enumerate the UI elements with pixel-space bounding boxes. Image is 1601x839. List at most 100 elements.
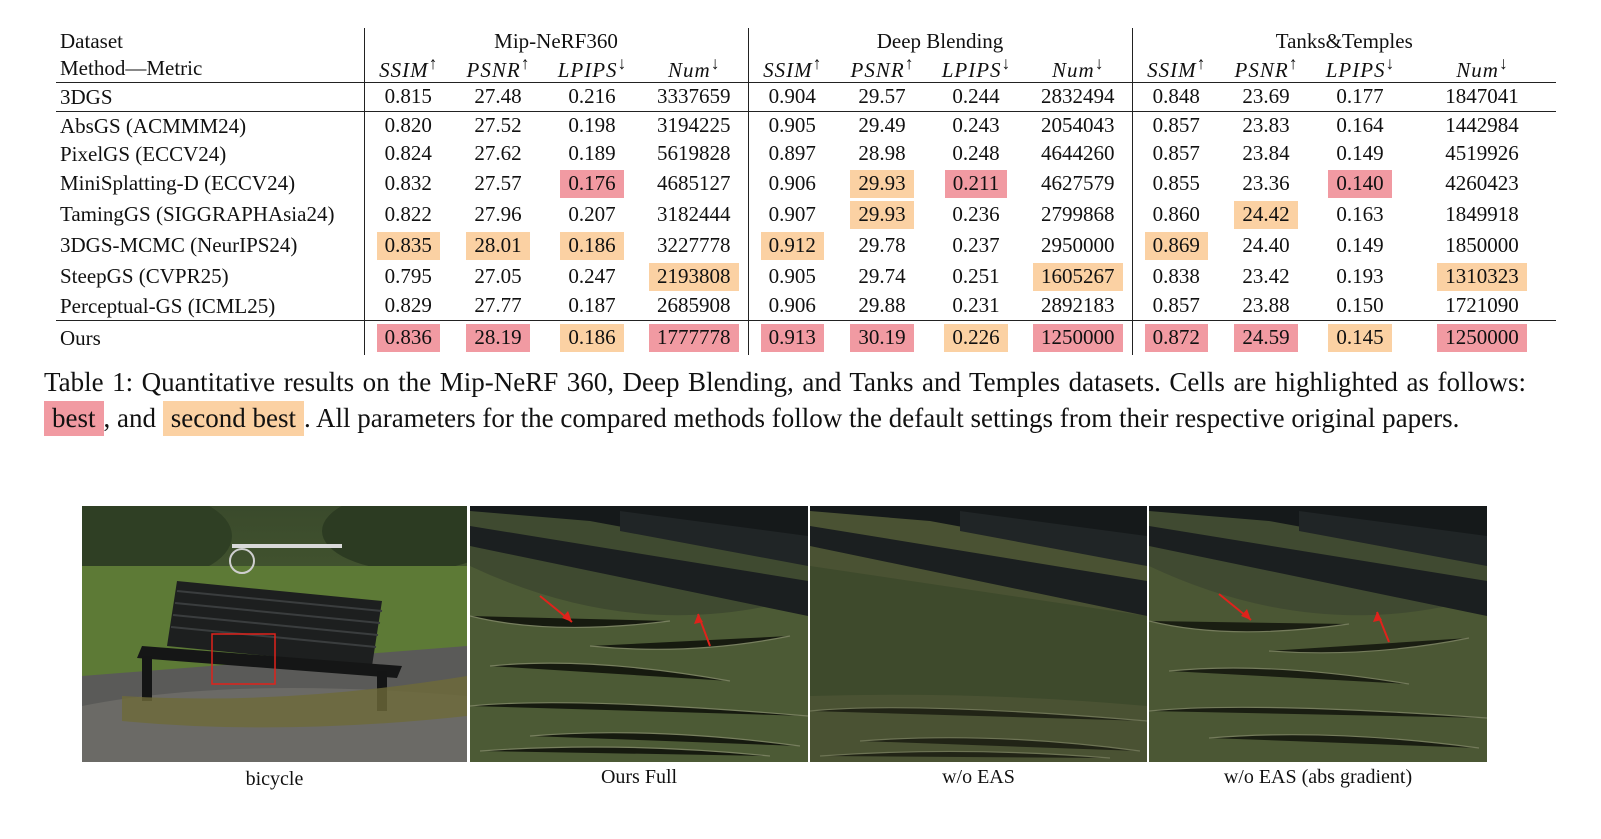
table-row: SteepGS (CVPR25) 0.795 27.05 0.247 2193808 0.…: [56, 261, 1556, 292]
table-cell: 0.848: [1131, 82, 1220, 112]
metric-arrow: ↑: [1288, 53, 1298, 73]
table-cell: 0.897: [747, 140, 836, 168]
method-name: TamingGS (SIGGRAPHAsia24): [60, 202, 335, 226]
method-name: Perceptual-GS (ICML25): [56, 292, 364, 321]
cell-value-best: 24.59: [1234, 324, 1298, 352]
table-cell: 0.198: [544, 112, 640, 141]
cell-value-second: 0.226: [944, 324, 1008, 352]
cell-value-second: 0.869: [1144, 231, 1208, 260]
metric-header: LPIPS↓: [544, 54, 640, 83]
table-cell: 2054043: [1024, 112, 1132, 141]
cell-value: 29.78: [858, 232, 906, 257]
table-cell: 0.177: [1312, 82, 1408, 112]
metric-arrow: ↑: [428, 53, 438, 73]
cell-value: 0.189: [568, 141, 616, 165]
header-dataset: Dataset: [60, 28, 123, 53]
cell-value-second: 0.835: [376, 231, 440, 260]
table-cell: 2950000: [1024, 230, 1132, 261]
header-method-metric: Method—Metric: [56, 54, 364, 83]
metric-label: PSNR: [466, 58, 521, 82]
table-cell: 4685127: [640, 168, 748, 199]
cell-value: 0.832: [384, 170, 432, 195]
table-header-datasets: Dataset Mip-NeRF360 Deep Blending Tanks&…: [56, 28, 1556, 54]
table-cell: 24.42: [1220, 199, 1312, 230]
caption-text: Table 1: Quantitative results on the Mip…: [44, 367, 1526, 397]
cell-value: 0.164: [1336, 113, 1384, 137]
cell-value-second: 24.42: [1234, 200, 1298, 229]
cell-value: 0.251: [952, 263, 1000, 288]
method-name: MiniSplatting-D (ECCV24): [60, 171, 296, 195]
table-cell: 0.795: [363, 261, 452, 292]
metric-header: PSNR↑: [1220, 54, 1312, 83]
table-cell: 0.872: [1131, 320, 1220, 355]
table-cell: 2892183: [1024, 292, 1132, 321]
table-cell: 0.857: [1131, 111, 1220, 140]
table-cell: 0.251: [928, 261, 1024, 292]
metric-label: SSIM: [763, 58, 813, 82]
cell-value: 0.906: [768, 170, 816, 195]
cell-value: 0.207: [568, 201, 616, 226]
method-name: 3DGS-MCMC (NeurIPS24): [60, 233, 298, 257]
cell-value: 2892183: [1041, 293, 1115, 317]
cell-value: 27.52: [474, 113, 522, 137]
cell-value: 2832494: [1041, 84, 1115, 108]
method-name: 3DGS: [56, 82, 364, 112]
cell-value: 0.149: [1336, 232, 1384, 257]
cell-value: 0.216: [568, 84, 616, 108]
cell-value: 0.824: [384, 141, 432, 165]
table-cell: 1605267: [1024, 261, 1132, 292]
table-cell: 1847041: [1408, 82, 1556, 112]
cell-value-second: 2193808: [649, 262, 739, 291]
table-cell: 5619828: [640, 140, 748, 168]
table-cell: 1250000: [1408, 321, 1556, 356]
table-row: AbsGS (ACMMM24) 0.820 27.52 0.198 3194225 0.9…: [56, 111, 1556, 141]
cell-value: 29.74: [858, 263, 906, 288]
table-cell: 24.40: [1220, 230, 1312, 261]
table-cell: 0.832: [363, 168, 452, 199]
cell-value: 0.857: [1152, 141, 1200, 165]
table-cell: 28.19: [452, 321, 544, 356]
table-row: MiniSplatting-D (ECCV24) 0.832 27.57 0.176 4…: [56, 168, 1556, 199]
metric-header: SSIM↑: [747, 54, 836, 83]
cell-value: 0.838: [1152, 263, 1200, 288]
table-cell: 0.150: [1312, 292, 1408, 321]
table-cell: 0.236: [928, 199, 1024, 230]
cell-value: 0.231: [952, 293, 1000, 317]
caption-text: , and: [103, 403, 163, 433]
cell-value: 27.77: [474, 293, 522, 317]
table-cell: 0.186: [544, 230, 640, 261]
table-cell: 0.857: [1131, 292, 1220, 321]
table-cell: 0.189: [544, 140, 640, 168]
cell-value: 0.905: [768, 113, 816, 137]
cell-value: 0.907: [768, 201, 816, 226]
caption-second-swatch: second best: [162, 401, 304, 436]
cell-value-second: 0.186: [560, 324, 624, 352]
table-cell: 1850000: [1408, 230, 1556, 261]
table-cell: 0.913: [747, 320, 836, 355]
metric-arrow: ↓: [1498, 53, 1508, 73]
metric-header: Num↓: [1024, 54, 1132, 83]
method-name: PixelGS (ECCV24): [60, 141, 227, 166]
metric-arrow: ↓: [1385, 53, 1395, 73]
table-row: TamingGS (SIGGRAPHAsia24) 0.822 27.96 0.207…: [56, 199, 1556, 230]
cell-value: 4627579: [1041, 170, 1115, 195]
cell-value: 2685908: [657, 293, 731, 317]
table-cell: 0.186: [544, 321, 640, 356]
cell-value: 2054043: [1041, 113, 1115, 137]
table-cell: 0.247: [544, 261, 640, 292]
table-cell: 1310323: [1408, 261, 1556, 292]
table-row: Perceptual-GS (ICML25) 0.829 27.77 0.187 268…: [56, 292, 1556, 321]
cell-value: 0.897: [768, 141, 816, 165]
figure-label-wo-eas-abs-gradient: w/o EAS (abs gradient): [1223, 766, 1413, 788]
table-cell: 1250000: [1024, 321, 1132, 356]
method-name: AbsGS (ACMMM24): [60, 113, 247, 138]
cell-value: 27.05: [474, 263, 522, 288]
table-cell: 0.163: [1312, 199, 1408, 230]
cell-value: 0.820: [384, 113, 432, 137]
figure-label-wo-eas: w/o EAS: [942, 766, 1015, 788]
table-cell: 23.36: [1220, 168, 1312, 199]
caption-text: . All parameters for the compared method…: [303, 403, 1460, 433]
wo-eas-crop: [810, 506, 1147, 762]
cell-value: 0.237: [952, 232, 1000, 257]
table-cell: 2832494: [1024, 82, 1132, 112]
